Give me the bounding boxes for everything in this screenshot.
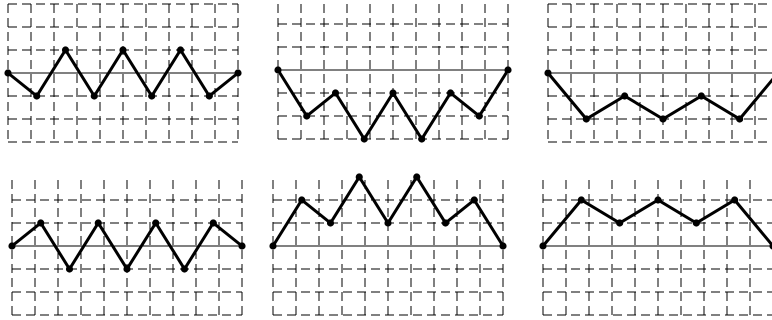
- path-vertex: [582, 115, 590, 123]
- panel-b: [274, 4, 512, 143]
- path-vertex: [360, 135, 368, 143]
- dashed-grid: [547, 3, 772, 143]
- path-vertex: [441, 219, 450, 227]
- path-vertex: [37, 219, 45, 227]
- panel-a: [4, 3, 242, 143]
- path-vertex: [4, 69, 12, 77]
- path-vertex: [152, 219, 160, 227]
- path-vertex: [234, 69, 242, 77]
- path-vertex: [123, 265, 131, 273]
- path-vertex: [274, 66, 282, 74]
- panel-d: [8, 180, 246, 318]
- path-vertex: [697, 92, 705, 100]
- path-vertex: [8, 242, 16, 250]
- dashed-grid: [272, 180, 504, 318]
- path-vertex: [418, 135, 426, 143]
- path-vertex: [176, 46, 185, 54]
- path-vertex: [90, 92, 98, 100]
- path-vertex: [769, 242, 772, 250]
- path-vertex: [238, 242, 246, 250]
- path-vertex: [326, 219, 335, 227]
- path-vertex: [731, 196, 739, 204]
- panel-f: [539, 180, 772, 318]
- path-vertex: [499, 242, 507, 250]
- path-vertex: [621, 92, 629, 100]
- path-vertex: [389, 89, 397, 97]
- path-vertex: [65, 265, 74, 273]
- path-vertex: [475, 112, 483, 120]
- panel-e: [269, 173, 507, 318]
- path-vertex: [413, 173, 421, 181]
- path-vertex: [205, 92, 213, 100]
- path-vertex: [61, 46, 70, 54]
- path-vertex: [616, 219, 624, 227]
- path-vertex: [298, 196, 306, 204]
- path-vertex: [148, 92, 156, 100]
- path-vertex: [331, 89, 340, 97]
- path-vertex: [33, 92, 41, 100]
- path-vertex: [94, 219, 102, 227]
- path-vertex: [504, 66, 512, 74]
- path-vertex: [180, 265, 189, 273]
- path-vertex: [544, 69, 552, 77]
- path-vertex: [119, 46, 127, 54]
- path-vertex: [736, 115, 744, 123]
- path-vertex: [470, 196, 478, 204]
- dashed-grid: [277, 4, 509, 142]
- panel-c: [544, 3, 772, 143]
- path-vertex: [654, 196, 662, 204]
- path-vertex: [355, 173, 363, 181]
- path-vertex: [384, 219, 392, 227]
- path-vertex: [577, 196, 585, 204]
- path-vertex: [269, 242, 277, 250]
- path-vertex: [446, 89, 455, 97]
- path-vertex: [659, 115, 667, 123]
- path-vertex: [539, 242, 547, 250]
- path-vertex: [692, 219, 700, 227]
- path-vertex: [209, 219, 217, 227]
- dashed-grid: [11, 180, 243, 318]
- path-vertex: [303, 112, 311, 120]
